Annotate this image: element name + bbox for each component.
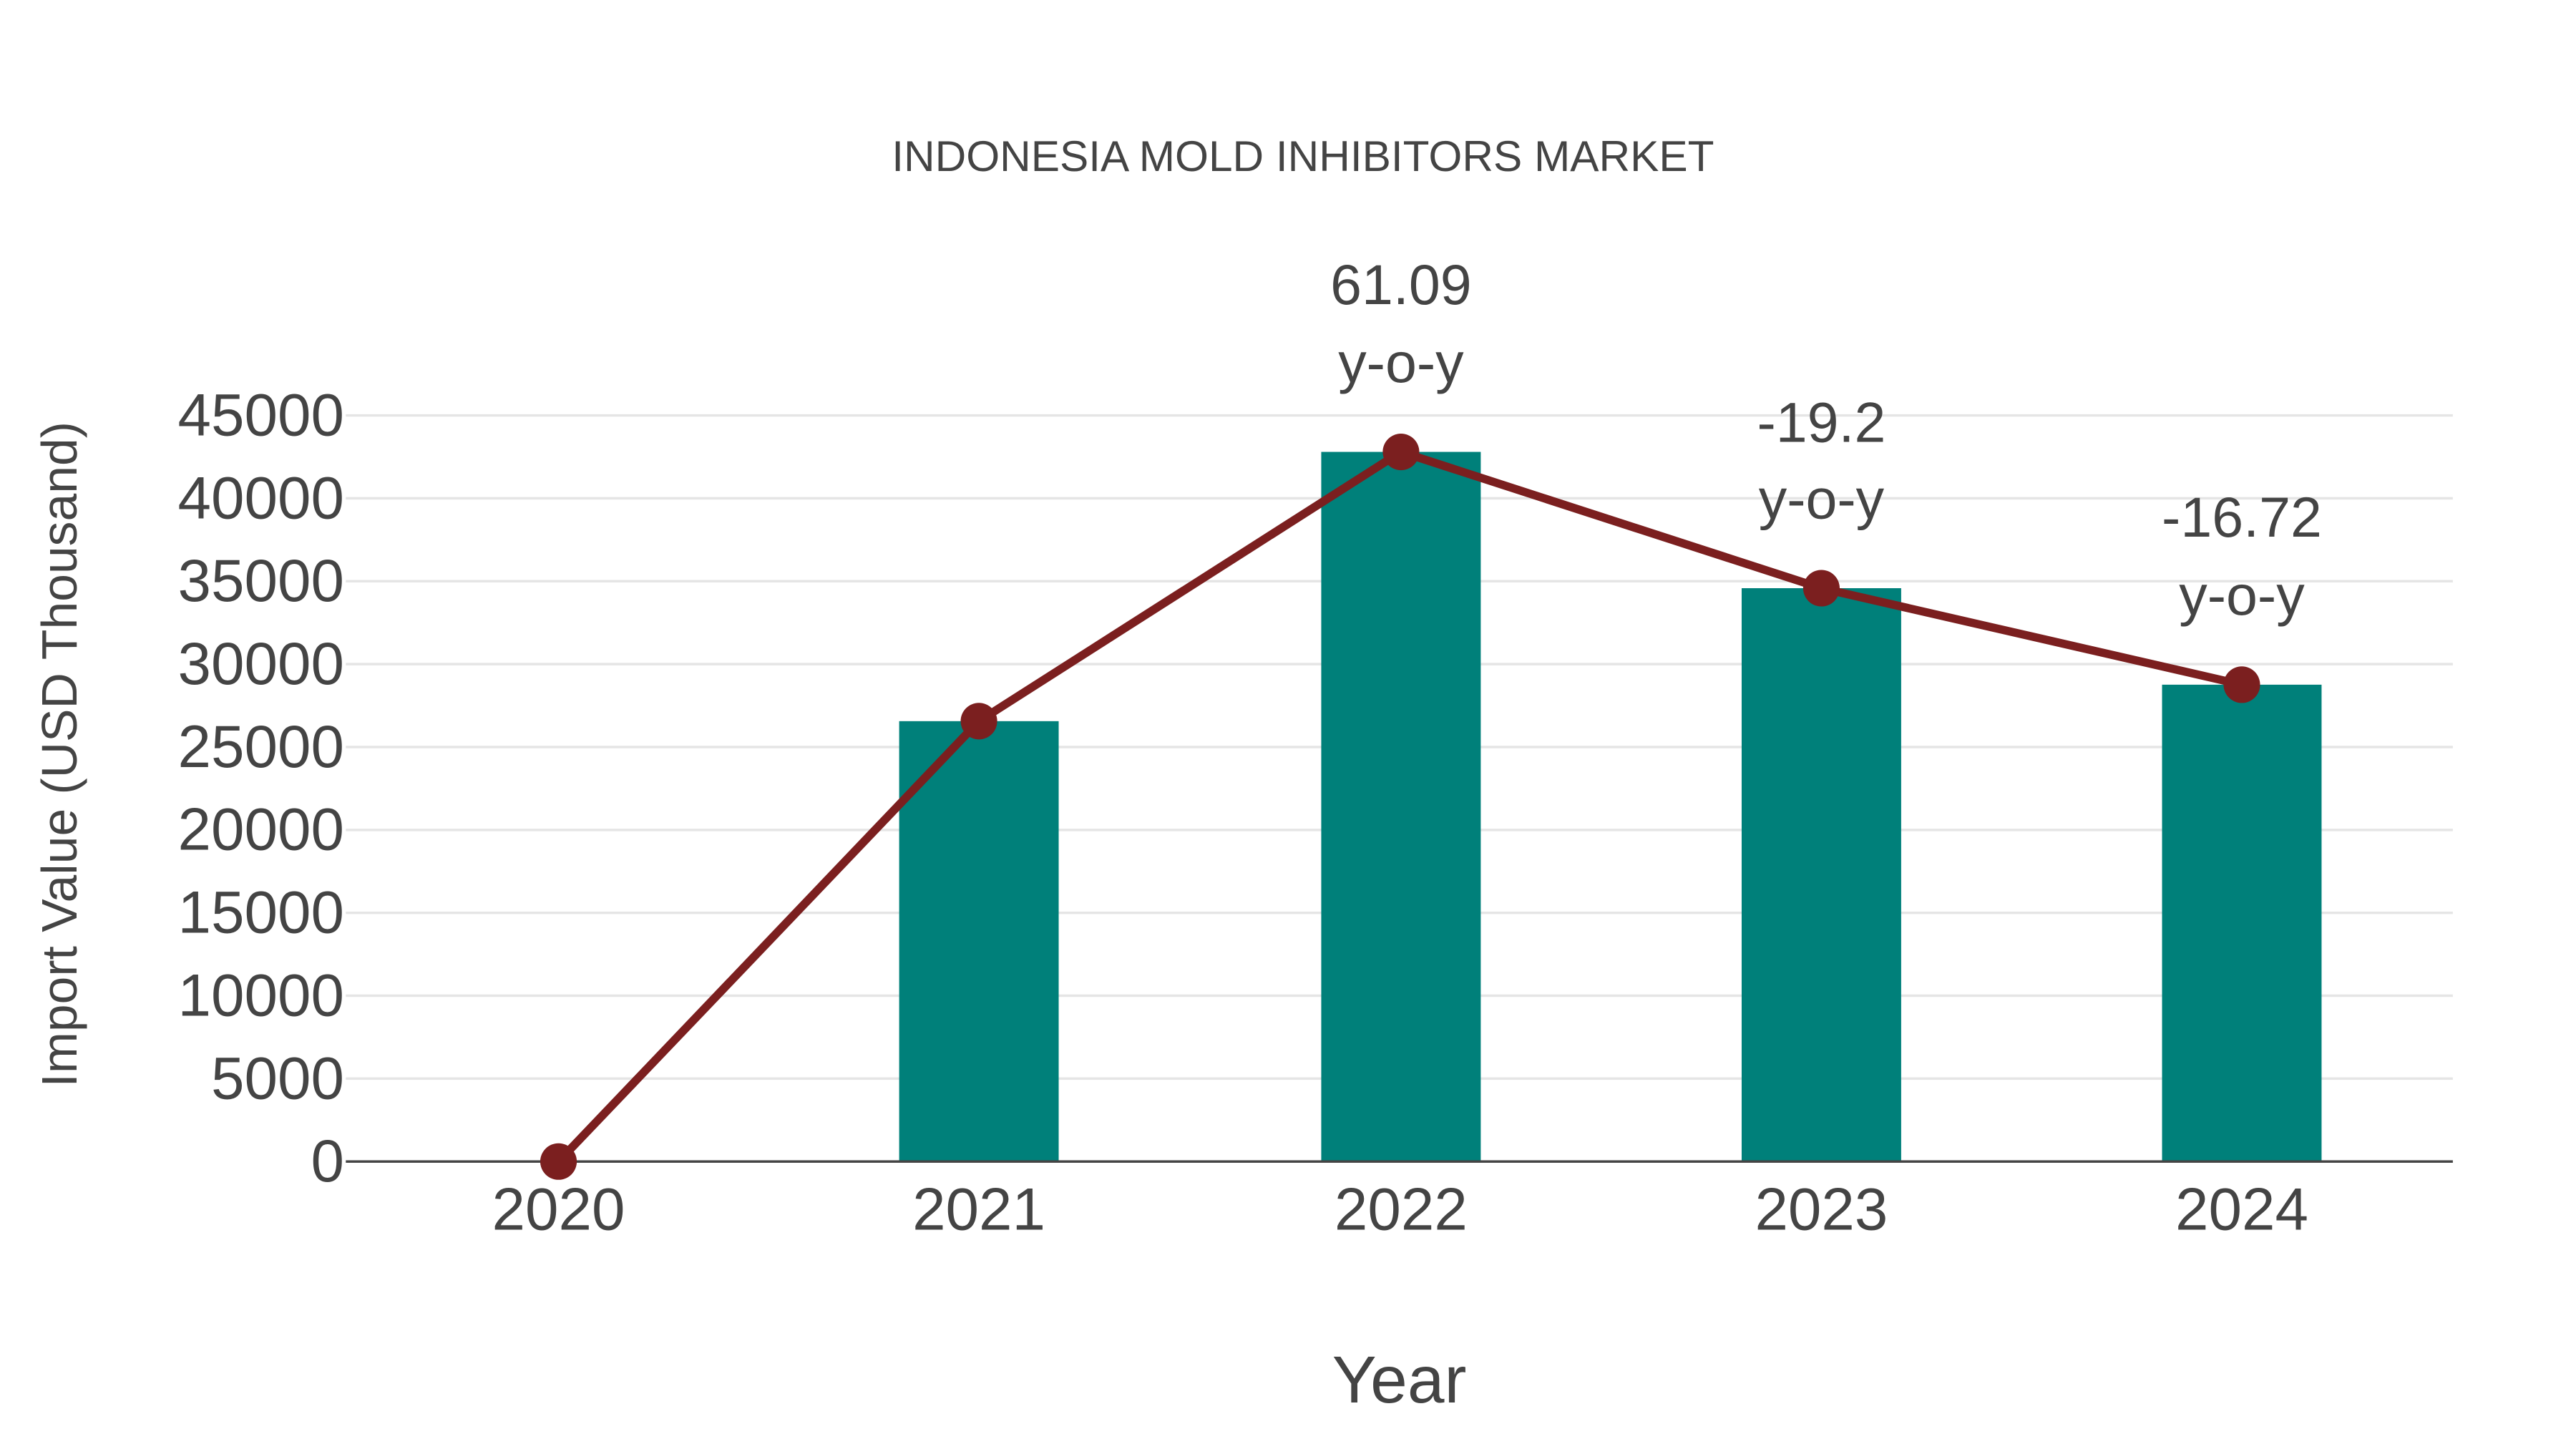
bar xyxy=(1321,452,1481,1162)
x-axis-ticks: 2020 2021 2022 2023 2024 xyxy=(492,1175,2308,1242)
y-tick-label: 10000 xyxy=(177,961,343,1028)
y-axis-label: Import Value (USD Thousand) xyxy=(31,421,87,1087)
yoy-value: -19.2 xyxy=(1757,391,1885,454)
data-point-marker xyxy=(540,1143,577,1180)
yoy-suffix: y-o-y xyxy=(1338,331,1464,394)
yoy-value: 61.09 xyxy=(1330,253,1472,316)
chart-title: INDONESIA MOLD INHIBITORS MARKET xyxy=(892,132,1714,180)
y-tick-label: 5000 xyxy=(211,1044,344,1111)
bars xyxy=(899,452,2322,1162)
y-tick-label: 25000 xyxy=(177,713,343,780)
data-point-marker xyxy=(2223,666,2260,703)
y-tick-label: 45000 xyxy=(177,381,343,448)
x-tick-label: 2020 xyxy=(492,1175,625,1242)
x-tick-label: 2024 xyxy=(2175,1175,2308,1242)
bar xyxy=(2162,684,2322,1162)
data-point-marker xyxy=(1382,433,1420,471)
yoy-annotations: 61.09 y-o-y -19.2 y-o-y -16.72 y-o-y xyxy=(1330,253,2322,627)
trend-line xyxy=(540,433,2260,1180)
y-tick-label: 35000 xyxy=(177,547,343,614)
bar xyxy=(899,721,1059,1162)
y-tick-label: 40000 xyxy=(177,464,343,531)
y-tick-label: 15000 xyxy=(177,879,343,946)
x-tick-label: 2023 xyxy=(1755,1175,1888,1242)
y-tick-label: 30000 xyxy=(177,630,343,697)
data-point-marker xyxy=(1802,570,1840,607)
data-point-marker xyxy=(960,703,997,740)
x-axis-label: Year xyxy=(1332,1342,1467,1417)
y-axis-ticks: 0 5000 10000 15000 20000 25000 30000 35000 40000… xyxy=(177,381,343,1194)
y-tick-label: 20000 xyxy=(177,796,343,863)
y-tick-label: 0 xyxy=(311,1127,343,1194)
yoy-suffix: y-o-y xyxy=(2179,564,2305,627)
yoy-suffix: y-o-y xyxy=(1759,468,1885,531)
bar xyxy=(1741,588,1901,1162)
x-tick-label: 2021 xyxy=(912,1175,1045,1242)
x-tick-label: 2022 xyxy=(1335,1175,1468,1242)
yoy-value: -16.72 xyxy=(2162,486,2322,549)
